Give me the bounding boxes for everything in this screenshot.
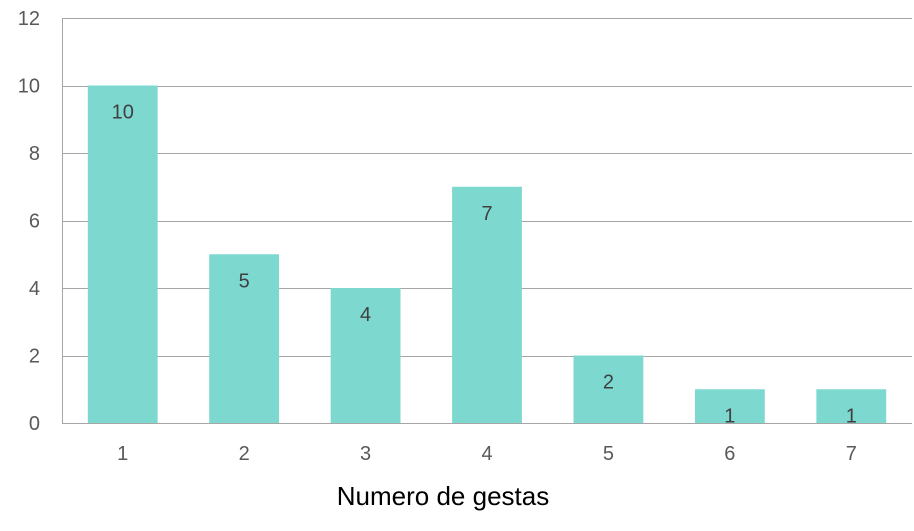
x-tick-label: 7 bbox=[846, 443, 857, 465]
y-tick-label: 6 bbox=[29, 211, 40, 233]
bars bbox=[87, 85, 887, 423]
x-tick-label: 6 bbox=[724, 443, 735, 465]
bar-5 bbox=[573, 355, 644, 423]
bar-4 bbox=[452, 186, 522, 423]
bar-3 bbox=[330, 288, 401, 423]
y-tick-label: 0 bbox=[29, 413, 40, 435]
data-label: 5 bbox=[239, 270, 250, 292]
data-label: 7 bbox=[481, 203, 492, 225]
x-tick-label: 4 bbox=[481, 443, 492, 465]
data-labels: 10 5 4 7 2 1 1 bbox=[112, 102, 857, 428]
x-tick-label: 3 bbox=[360, 443, 371, 465]
bar-6 bbox=[694, 389, 765, 423]
bar-2 bbox=[209, 254, 280, 423]
data-label: 4 bbox=[360, 304, 371, 326]
x-tick-label: 5 bbox=[603, 443, 614, 465]
y-tick-label: 4 bbox=[29, 278, 40, 300]
y-tick-label: 10 bbox=[18, 76, 40, 98]
x-axis-tick-labels: 1 2 3 4 5 6 7 bbox=[117, 443, 857, 465]
bar-1 bbox=[87, 85, 158, 423]
data-label: 1 bbox=[846, 405, 857, 427]
y-axis-tick-labels: 0 2 4 6 8 10 12 bbox=[18, 8, 40, 435]
y-tick-label: 12 bbox=[18, 8, 40, 30]
y-tick-label: 8 bbox=[29, 143, 40, 165]
x-axis-title: Numero de gestas bbox=[337, 481, 549, 511]
bar-7 bbox=[816, 389, 887, 423]
y-tick-label: 2 bbox=[29, 346, 40, 368]
data-label: 10 bbox=[112, 102, 134, 124]
x-tick-label: 2 bbox=[239, 443, 250, 465]
data-label: 1 bbox=[724, 405, 735, 427]
x-tick-label: 1 bbox=[117, 443, 128, 465]
data-label: 2 bbox=[603, 372, 614, 394]
